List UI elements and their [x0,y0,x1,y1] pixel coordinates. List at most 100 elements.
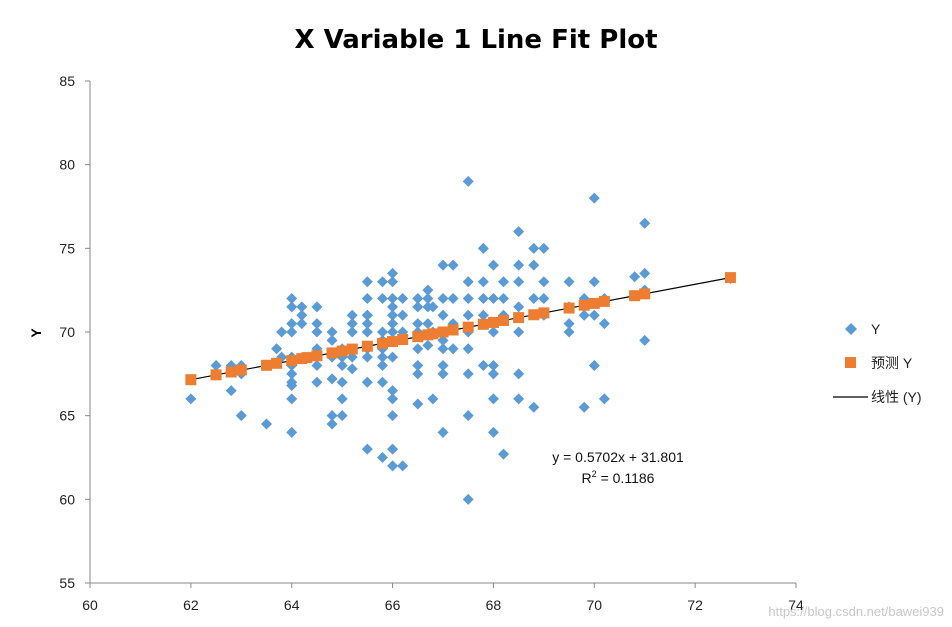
data-point-predicted-y [326,347,338,359]
data-point-y [578,309,590,321]
data-point-y [387,351,399,363]
data-point-y [437,334,449,346]
r2-prefix: R [582,470,592,486]
data-point-predicted-y [629,290,641,302]
data-point-predicted-y [498,314,510,326]
data-point-y [578,401,590,413]
data-point-y [387,318,399,330]
data-point-predicted-y [336,345,348,357]
data-point-y [376,376,388,388]
data-point-y [487,393,499,405]
data-point-predicted-y [427,328,439,340]
data-point-y [639,217,651,229]
data-point-y [538,242,550,254]
legend-label-y: Y [871,321,881,337]
data-point-predicted-y [271,357,283,369]
data-point-y [361,309,373,321]
data-point-y [412,318,424,330]
data-point-y [437,343,449,355]
legend-label-linear: 线性 (Y) [871,389,922,405]
data-point-y [528,293,540,305]
data-point-y [427,301,439,313]
y-tick-label: 60 [59,491,75,507]
trend-equation: y = 0.5702x + 31.801 R2 = 0.1186 [552,449,684,486]
y-tick-label: 75 [59,240,75,256]
data-point-y [513,259,525,271]
data-point-y [397,293,409,305]
data-point-predicted-y [261,359,272,371]
data-point-y [311,318,323,330]
data-point-predicted-y [462,321,474,333]
data-point-y [412,359,424,371]
data-point-y [387,385,399,397]
data-point-y [387,326,399,338]
data-point-y [361,293,373,305]
y-axis-label: Y [28,328,44,338]
data-point-predicted-y [311,350,323,362]
data-point-y [361,443,373,455]
data-point-y [513,393,525,405]
data-point-y [235,410,247,422]
data-point-y [296,301,308,313]
data-point-y [422,284,434,296]
data-point-y [376,326,388,338]
data-point-predicted-y [210,369,222,381]
data-point-y [588,276,600,288]
data-point-predicted-y [301,352,313,364]
watermark: https://blog.csdn.net/bawei939 [768,604,944,619]
data-point-predicted-y [376,337,388,349]
data-point-predicted-y [538,307,550,319]
data-point-y [498,293,510,305]
data-point-y [387,301,399,313]
data-point-y [185,393,197,405]
data-point-y [477,293,489,305]
data-point-y [513,326,525,338]
data-point-y [346,318,358,330]
data-point-y [513,226,525,238]
data-point-y [311,326,323,338]
data-point-y [376,293,388,305]
data-point-y [397,460,409,472]
data-point-y [447,293,459,305]
data-point-y [462,175,474,187]
data-point-y [513,276,525,288]
data-point-y [487,359,499,371]
data-point-y [498,276,510,288]
data-point-y [437,309,449,321]
data-point-y [487,293,499,305]
data-point-y [629,271,641,283]
trend-r2-text: R2 = 0.1186 [582,469,655,486]
series-predicted-points [185,272,736,386]
data-point-y [422,318,434,330]
legend-item-predicted: 预测 Y [845,355,913,371]
data-point-y [361,326,373,338]
data-point-y [361,351,373,363]
y-ticks: 55 60 65 70 75 80 85 [59,73,90,591]
data-point-predicted-y [235,364,247,376]
data-point-predicted-y [437,326,449,338]
data-point-y [387,460,399,472]
x-tick-label: 74 [788,597,804,613]
data-point-y [336,376,348,388]
data-point-y [387,267,399,279]
data-point-y [588,359,600,371]
data-point-y [346,363,358,375]
data-point-y [336,393,348,405]
data-point-y [286,293,298,305]
data-point-y [296,318,308,330]
data-point-y [326,334,338,346]
data-point-y [387,410,399,422]
data-point-y [412,301,424,313]
data-point-y [326,418,338,430]
data-point-y [286,301,298,313]
legend-label-predicted: 预测 Y [871,355,913,371]
data-point-y [437,293,449,305]
data-point-y [412,293,424,305]
data-point-y [422,339,434,351]
data-point-y [387,309,399,321]
data-point-y [311,376,323,388]
data-point-y [563,276,575,288]
data-point-predicted-y [598,295,610,307]
data-point-y [286,326,298,338]
data-point-y [462,293,474,305]
